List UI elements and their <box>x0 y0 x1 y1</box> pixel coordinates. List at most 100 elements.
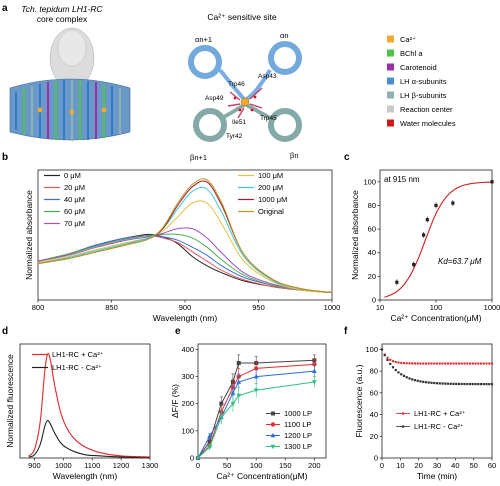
y-axis-label: ΔF/F (%) <box>170 384 180 418</box>
data-point-lh1-rc-ca <box>422 380 425 383</box>
data-point <box>490 180 494 184</box>
legend-label-original: Original <box>258 207 284 216</box>
data-point-lh1-rc-ca <box>433 362 436 365</box>
data-point-lh1-rc-ca <box>471 382 474 386</box>
y-axis-label: Fluorescence (a.u.) <box>354 364 364 437</box>
x-tick-label: 1100 <box>84 461 100 470</box>
data-point <box>412 262 416 267</box>
legend-label-20-m: 20 μM <box>64 183 85 192</box>
plot-frame <box>19 343 151 459</box>
x-tick-label: 150 <box>279 461 292 470</box>
data-point-lh1-rc-ca <box>433 381 436 385</box>
x-tick-label: 900 <box>28 461 41 470</box>
data-point-lh1-rc-ca <box>474 362 477 365</box>
data-point-lh1-rc-ca <box>430 381 433 384</box>
data-point-lh1-rc-ca <box>383 354 386 357</box>
y-tick-label: 40 <box>368 248 376 257</box>
data-point-lh1-rc-ca <box>422 362 425 365</box>
data-point-lh1-rc-ca <box>452 382 455 385</box>
x-tick-label: 10 <box>396 461 404 470</box>
data-point-lh1-rc-ca <box>482 362 485 365</box>
legend-label-40-m: 40 μM <box>64 195 85 204</box>
x-tick-label: 60 <box>488 461 496 470</box>
data-point-lh1-rc-ca <box>408 377 411 380</box>
data-point-lh1-rc-ca <box>411 378 414 381</box>
label-alpha-n1: αn+1 <box>195 35 212 44</box>
x-tick-label: 50 <box>469 461 477 470</box>
data-point-lh1-rc-ca <box>435 382 439 385</box>
legend-label-lh1-rc-ca: LH1-RC + Ca²⁺ <box>414 409 466 418</box>
data-point-lh1-rc-ca <box>400 373 403 376</box>
label-trp46: Trp46 <box>228 81 245 88</box>
data-point-lh1-rc-ca <box>427 362 430 365</box>
x-tick-label: 100 <box>430 303 443 312</box>
data-point-1300-lp <box>236 393 242 399</box>
data-point-lh1-rc-ca <box>482 383 485 386</box>
legend-swatch-lh-subunits <box>387 91 394 99</box>
data-point-lh1-rc-ca <box>490 362 494 365</box>
data-point-lh1-rc-ca <box>477 362 480 365</box>
data-point-lh1-rc-ca <box>419 362 422 365</box>
series-line-60-m <box>37 233 333 293</box>
legend-swatch-carotenoid <box>387 63 394 71</box>
series-line-lh1-rc-ca <box>28 420 151 459</box>
y-tick-label: 0 <box>372 296 376 305</box>
x-tick-label: 850 <box>105 303 118 312</box>
data-point-lh1-rc-ca <box>441 382 444 385</box>
data-point <box>451 201 455 205</box>
x-tick-label: 200 <box>308 461 321 470</box>
legend-label-lh1-rc-ca: LH1-RC - Ca²⁺ <box>414 422 464 431</box>
data-point-1300-lp <box>207 445 213 450</box>
legend-marker-lh1-rc-ca <box>401 425 405 428</box>
x-tick-label: 1200 <box>113 461 130 470</box>
x-tick-label: 1000 <box>324 303 341 312</box>
data-point-1000-lp <box>207 439 212 444</box>
data-point-lh1-rc-ca <box>471 362 474 365</box>
y-tick-label: 40 <box>370 410 378 419</box>
data-point-lh1-rc-ca <box>391 366 395 369</box>
panel-letter-d: d <box>2 326 8 337</box>
series-line-100-m <box>37 200 333 293</box>
data-point-lh1-rc-ca <box>430 362 433 365</box>
data-point-lh1-rc-ca <box>386 356 389 360</box>
legend-swatch-bchl-a <box>387 49 394 57</box>
legend-label-60-m: 60 μM <box>64 207 85 216</box>
annotation-wavelength: at 915 nm <box>384 175 420 184</box>
data-point-lh1-rc-ca <box>457 382 461 386</box>
label-beta-n1: βn+1 <box>190 153 207 162</box>
legend-label-70-m: 70 μM <box>64 219 85 228</box>
chart-b: 800 850 900 950 1000 Wavelength (nm) Normalize… <box>24 169 341 323</box>
data-point-lh1-rc-ca <box>408 362 411 365</box>
data-point-lh1-rc-ca <box>427 381 430 384</box>
data-point-lh1-rc-ca <box>435 362 439 365</box>
legend-swatch-water-molecules <box>387 119 394 127</box>
data-point-lh1-rc-ca <box>397 371 400 374</box>
data-point-lh1-rc-ca <box>400 361 403 365</box>
legend-label-bchl-a: BChl a <box>400 49 423 58</box>
data-point-lh1-rc-ca <box>449 362 452 365</box>
data-point-lh1-rc-ca <box>438 362 441 365</box>
legend-swatch-ca <box>387 35 394 43</box>
legend-label-lh-subunits: LH α-subunits <box>400 77 447 86</box>
annotation-kd: Kd=63.7 μM <box>438 257 482 266</box>
data-point-lh1-rc-ca <box>455 362 458 365</box>
data-point-lh1-rc-ca <box>444 362 447 365</box>
panel-a: Tch. tepidum LH1-RC core complex <box>9 4 456 162</box>
data-point-lh1-rc-ca <box>479 362 483 365</box>
x-axis-label: Wavelength (nm) <box>53 471 118 481</box>
x-axis-label: Wavelength (nm) <box>153 313 218 323</box>
data-point-lh1-rc-ca <box>455 382 458 386</box>
panel-letter-b: b <box>2 152 8 163</box>
label-beta-n: βn <box>290 151 299 160</box>
data-point-1300-lp <box>230 401 236 407</box>
legend-label-reaction-center: Reaction center <box>400 105 453 114</box>
y-axis-label: Normalized absorbance <box>350 190 360 280</box>
data-point-lh1-rc-ca <box>468 362 472 365</box>
data-point-lh1-rc-ca <box>386 358 389 362</box>
data-point-lh1-rc-ca <box>468 382 472 386</box>
data-point-lh1-rc-ca <box>466 362 469 365</box>
label-asp49: Asp49 <box>205 95 224 102</box>
legend-swatch-lh-subunits <box>387 77 394 85</box>
data-point-1300-lp <box>253 388 259 393</box>
